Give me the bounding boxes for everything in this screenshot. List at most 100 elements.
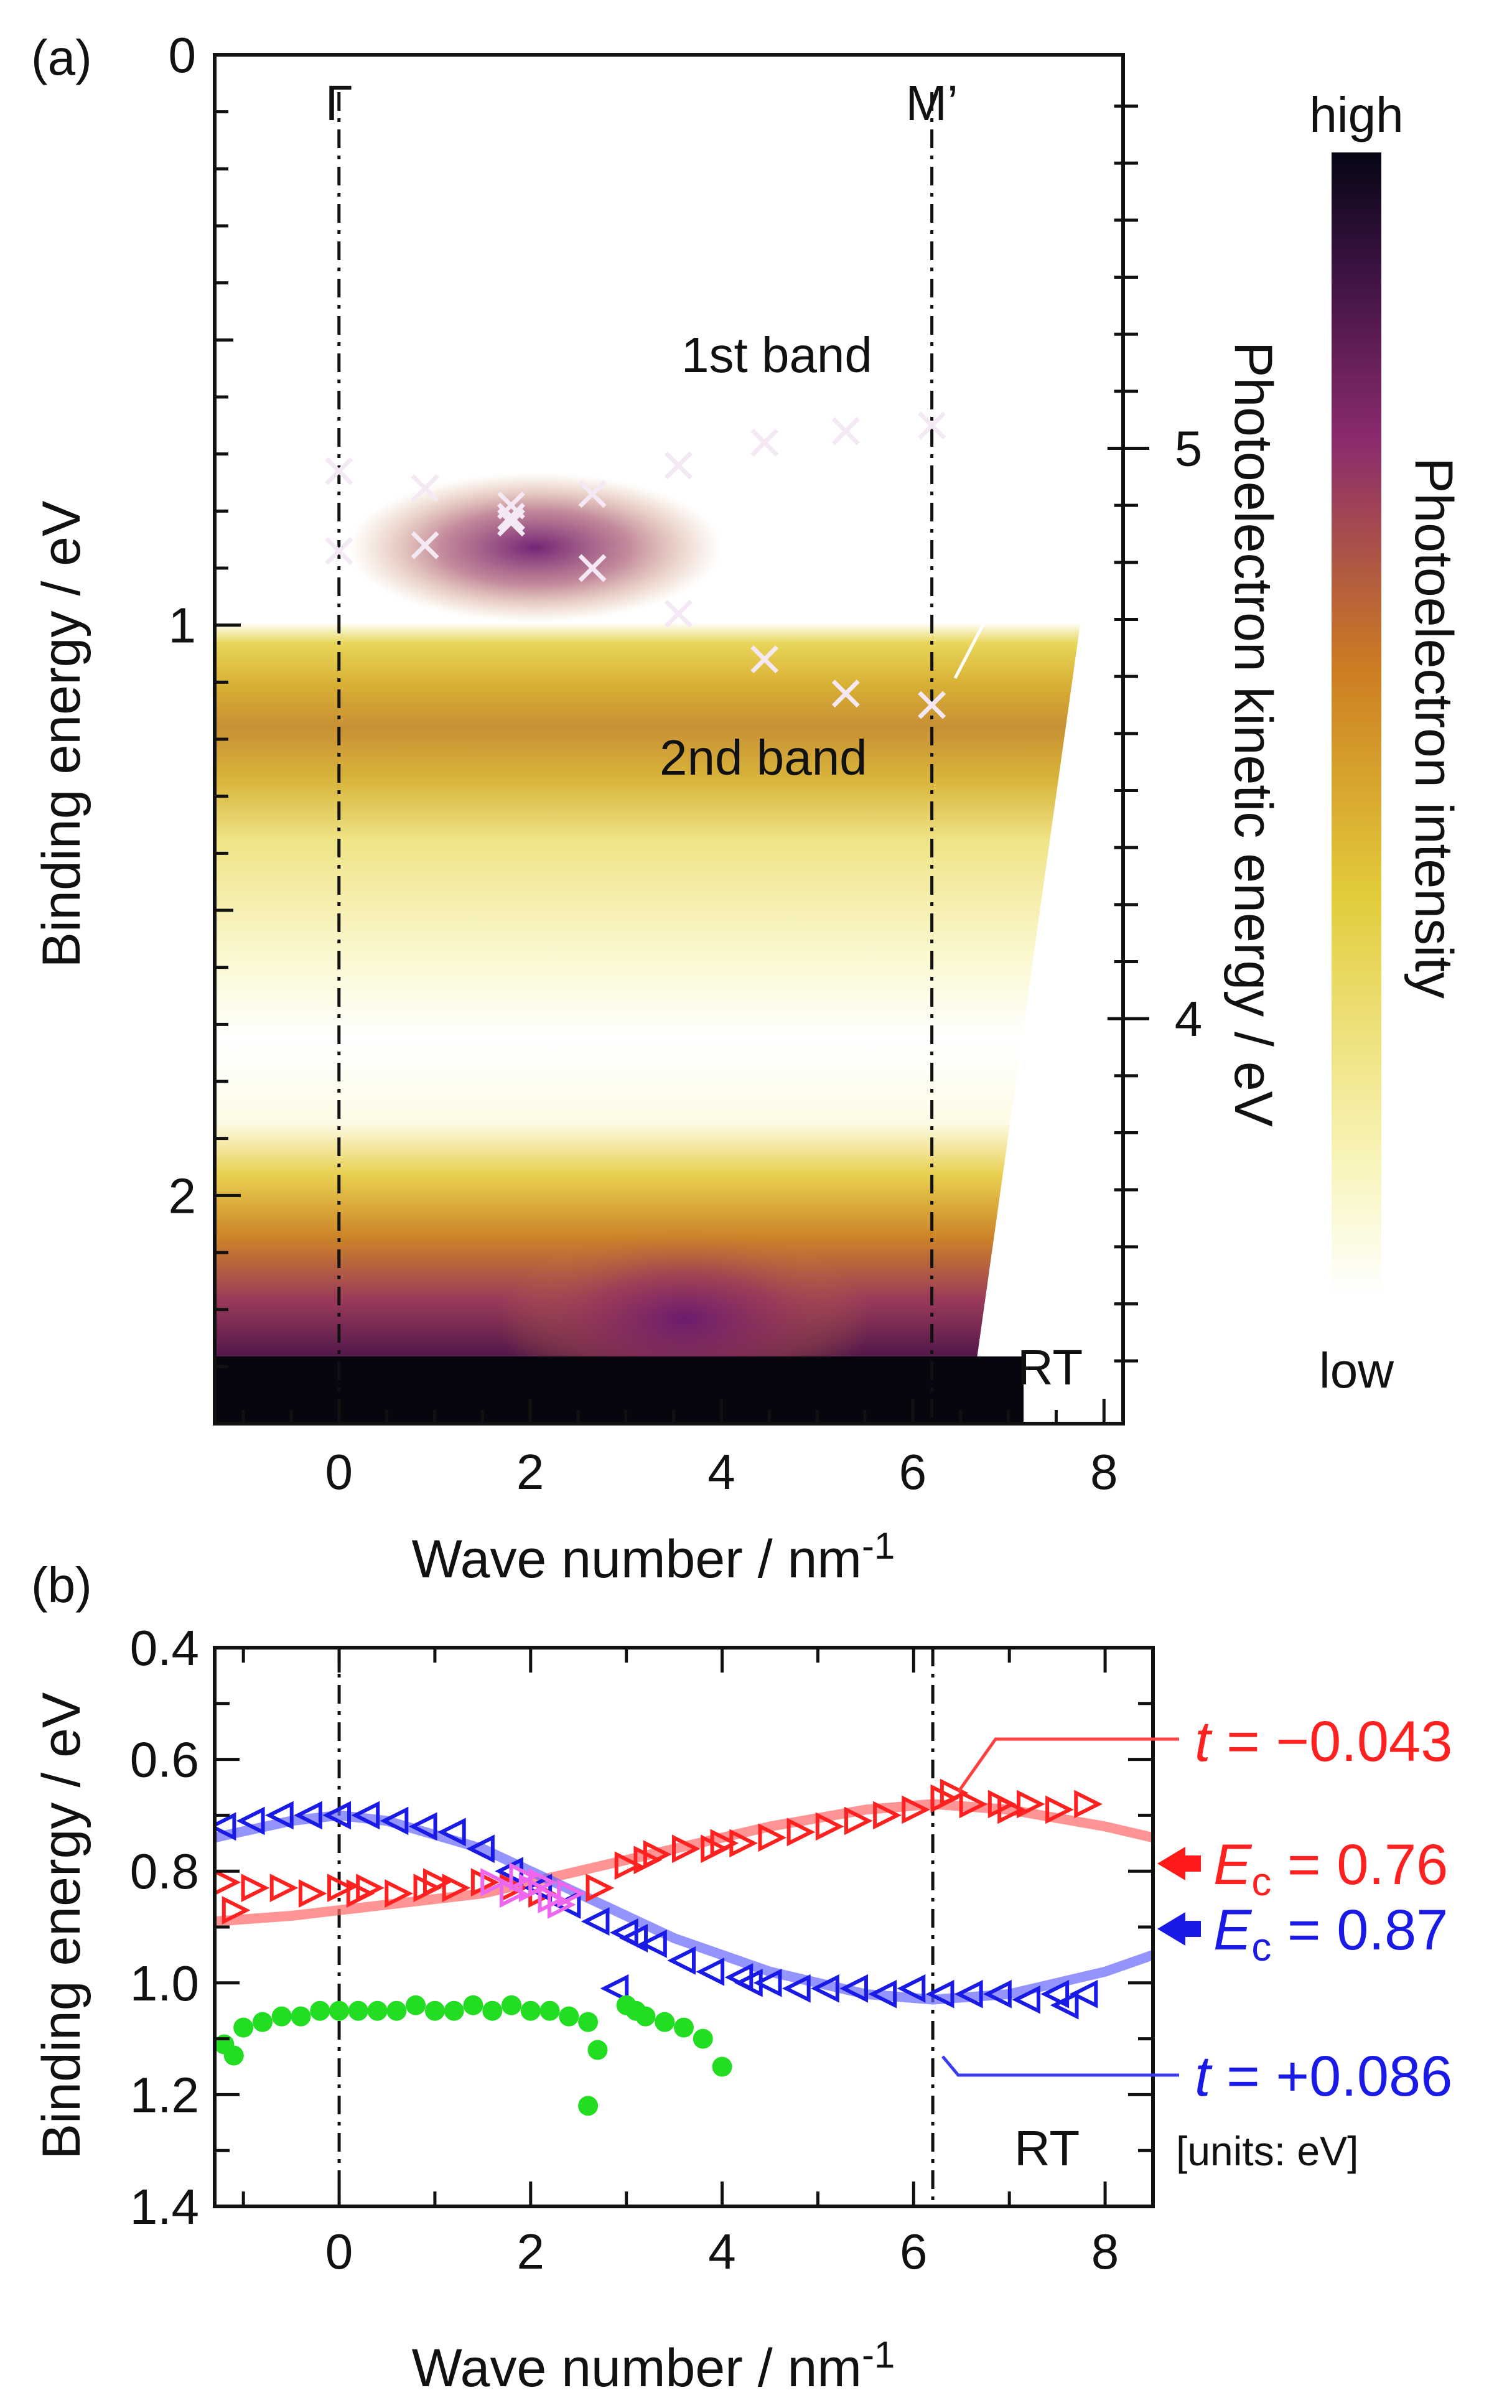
blue-ec-subscript: c <box>1251 1925 1271 1969</box>
calc-point-band2 <box>750 645 779 674</box>
data-point-series-3 <box>252 2012 273 2032</box>
data-point-series-0 <box>385 1879 414 1908</box>
data-point-series-0 <box>844 1806 873 1836</box>
data-point-series-2 <box>509 1862 538 1892</box>
data-point-series-1 <box>619 1924 648 1953</box>
data-point-series-1 <box>380 1806 409 1836</box>
panel-a-y2label: Photoelectron kinetic energy / eV <box>1223 342 1283 1127</box>
calc-pointer-1 <box>950 450 1013 536</box>
data-point-series-3 <box>367 2000 388 2021</box>
first-band-label: 1st band <box>681 327 872 383</box>
data-point-series-2 <box>528 1868 557 1897</box>
data-point-series-1 <box>265 1801 294 1830</box>
red-ec-value: = 0.76 <box>1271 1833 1448 1897</box>
calc-point-band1 <box>578 480 607 508</box>
data-point-series-3 <box>348 2000 368 2021</box>
units-note: [units: eV] <box>1176 2128 1359 2174</box>
data-point-series-1 <box>753 1968 782 1997</box>
red-t-symbol: t <box>1195 1710 1213 1773</box>
red-t-value: = −0.043 <box>1211 1710 1453 1773</box>
b-y-tick-label: 1.0 <box>130 1956 199 2011</box>
data-point-series-1 <box>954 1979 983 2009</box>
blue-t-symbol: t <box>1195 2045 1213 2108</box>
second-band-label: 2nd band <box>660 730 867 785</box>
calc-point-band2 <box>578 554 607 582</box>
data-point-series-1 <box>437 1818 466 1847</box>
data-point-series-0 <box>222 1896 251 1925</box>
panel-a-xlabel-sup: -1 <box>862 1525 895 1567</box>
a-x-tick-label: 2 <box>516 1444 544 1500</box>
red-ec-symbol: E <box>1213 1833 1253 1897</box>
data-point-series-0 <box>241 1874 270 1902</box>
data-point-series-1 <box>811 1974 839 2003</box>
calc-point-band2 <box>497 503 525 531</box>
panel-a-xlabel: Wave number / nm-1 <box>412 1525 895 1589</box>
data-point-series-3 <box>463 1995 483 2015</box>
calc-point-band2 <box>411 531 439 559</box>
a-y2-tick-label: 5 <box>1175 421 1203 477</box>
data-point-series-1 <box>294 1801 322 1830</box>
calc-point-band1 <box>411 474 439 503</box>
colorbar-label: Photoelectron intensity <box>1404 457 1463 999</box>
data-point-series-1 <box>581 1907 610 1936</box>
heatmap-bottom-band <box>215 1356 1024 1424</box>
blue-ec-arrow-icon <box>1157 1912 1201 1946</box>
data-point-series-3 <box>655 2012 675 2032</box>
data-point-series-2 <box>557 1879 586 1908</box>
panel-a-ticks: 0 2 4 6 8 0 1 2 5 4 <box>169 27 1203 1500</box>
data-point-series-0 <box>1074 1790 1103 1819</box>
panel-a: 0 2 4 6 8 0 1 2 5 4 Γ M’ 1st band 2nd band calc. R… <box>32 27 1463 1589</box>
data-point-series-1 <box>868 1979 897 2009</box>
panel-b: 0 2 4 6 8 0.4 0.6 0.8 1.0 1.2 1.4 RT [units: eV] B… <box>32 1620 1452 2398</box>
calc-pointer-2 <box>953 599 997 679</box>
data-point-series-1 <box>839 1974 868 2003</box>
data-point-series-3 <box>386 2000 407 2021</box>
panel-b-xlabel-sup: -1 <box>862 2334 895 2376</box>
data-point-series-3 <box>587 2040 608 2060</box>
panel-b-plot <box>215 1648 1153 2206</box>
panel-b-condition: RT <box>1014 2121 1080 2176</box>
calc-label: calc. <box>964 539 1070 596</box>
data-point-series-1 <box>638 1930 667 1958</box>
data-point-series-2 <box>480 1868 509 1897</box>
data-point-series-3 <box>578 2096 599 2116</box>
data-point-series-0 <box>997 1795 1026 1824</box>
data-point-series-0 <box>633 1846 663 1875</box>
b-x-tick-label: 6 <box>900 2224 928 2279</box>
a-y2-tick-label: 4 <box>1175 991 1203 1047</box>
red-ec-label: Ec = 0.76 <box>1213 1833 1448 1904</box>
data-point-series-3 <box>626 2000 646 2021</box>
a-x-tick-label: 8 <box>1090 1444 1118 1500</box>
calc-point-band2 <box>664 599 693 628</box>
data-point-series-0 <box>672 1834 701 1864</box>
data-point-series-0 <box>710 1829 739 1858</box>
b-y-tick-label: 0.8 <box>130 1844 199 1899</box>
data-point-series-3 <box>233 2017 254 2038</box>
data-point-series-1 <box>667 1946 696 1975</box>
panel-b-xlabel-base: Wave number / nm <box>412 2338 862 2398</box>
data-point-series-1 <box>322 1801 352 1830</box>
data-point-series-1 <box>408 1812 437 1841</box>
panel-b-ylabel: Binding energy / eV <box>32 1692 91 2160</box>
data-point-series-1 <box>925 1979 954 2009</box>
data-point-series-3 <box>291 2006 311 2027</box>
data-point-series-0 <box>786 1818 816 1847</box>
data-point-series-1 <box>696 1957 725 1986</box>
calc-point-band1 <box>750 428 779 457</box>
b-y-tick-label: 0.6 <box>130 1732 199 1788</box>
data-point-series-0 <box>959 1790 988 1819</box>
blue-t-value: = +0.086 <box>1211 2045 1453 2108</box>
data-point-series-1 <box>983 1979 1012 2009</box>
data-point-series-1 <box>897 1974 926 2003</box>
blue-t-pointer <box>941 2055 1179 2077</box>
calc-point-band1 <box>831 417 860 446</box>
red-t-label: t = −0.043 <box>1195 1710 1452 1773</box>
panel-a-condition: RT <box>1017 1340 1083 1395</box>
data-point-series-0 <box>873 1801 902 1830</box>
data-point-series-1 <box>1012 1985 1040 2014</box>
panel-b-xlabel: Wave number / nm-1 <box>412 2334 895 2398</box>
intensity-heatmap <box>215 383 1114 1424</box>
data-point-series-0 <box>614 1851 643 1880</box>
data-point-series-3 <box>310 2000 330 2021</box>
calc-point-band2 <box>918 691 946 719</box>
